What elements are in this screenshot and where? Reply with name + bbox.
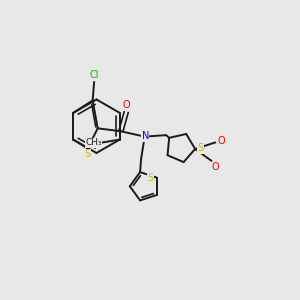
Text: Cl: Cl	[89, 70, 99, 80]
Text: CH₃: CH₃	[85, 138, 102, 147]
Text: O: O	[211, 162, 219, 172]
Text: N: N	[142, 131, 149, 141]
Text: O: O	[122, 100, 130, 110]
Text: O: O	[218, 136, 225, 146]
Text: S: S	[147, 172, 153, 182]
Text: S: S	[85, 149, 91, 160]
Text: S: S	[197, 143, 203, 153]
